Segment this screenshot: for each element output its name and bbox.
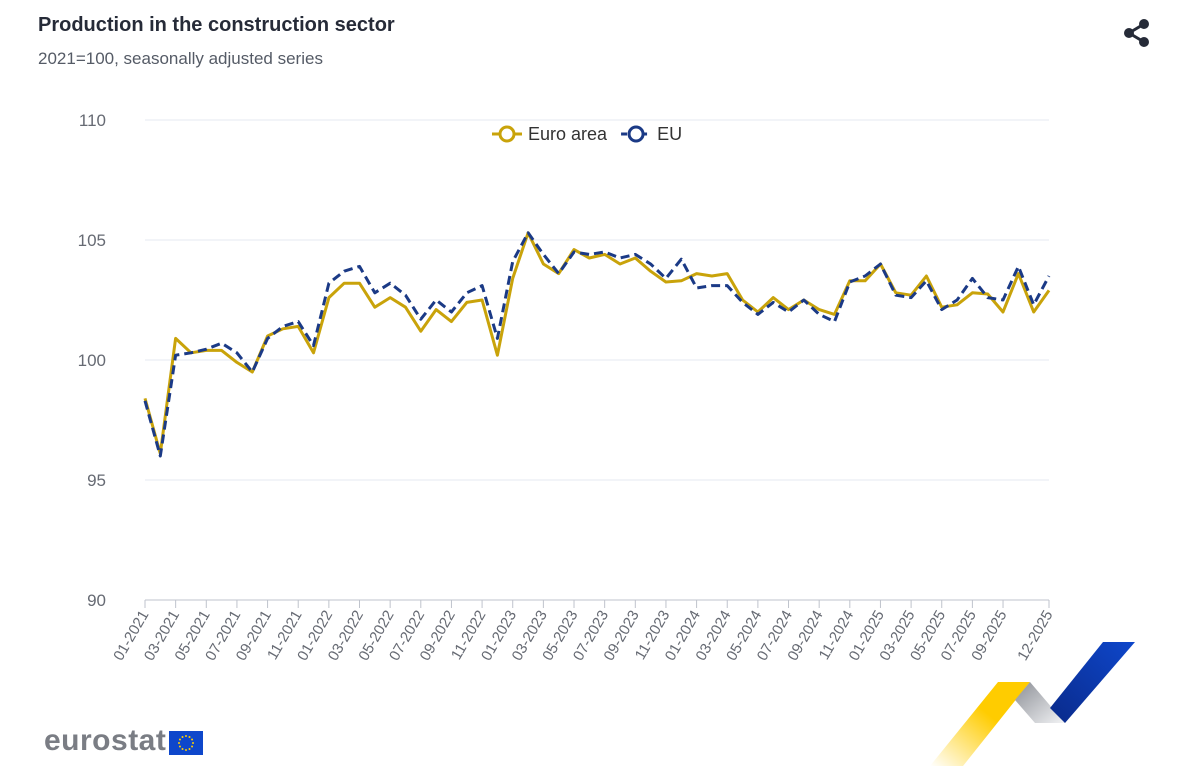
y-tick-label: 110 xyxy=(79,111,106,130)
y-tick-label: 90 xyxy=(87,591,106,610)
chart-subtitle: 2021=100, seasonally adjusted series xyxy=(38,49,323,68)
ribbon-blue xyxy=(1050,642,1135,723)
y-tick-label: 100 xyxy=(78,351,106,370)
chart-title: Production in the construction sector xyxy=(38,14,395,36)
legend-label: Euro area xyxy=(528,124,608,144)
legend-marker-icon xyxy=(498,125,516,143)
share-icon[interactable] xyxy=(1120,16,1154,50)
series-line-euro-area xyxy=(143,231,1051,456)
ribbon-yellow xyxy=(930,682,1030,766)
y-tick-label: 105 xyxy=(78,231,106,250)
legend-item[interactable]: Euro area xyxy=(492,124,608,144)
eu-flag-icon xyxy=(169,731,204,755)
series-line-eu xyxy=(143,231,1051,458)
y-tick-label: 95 xyxy=(87,471,106,490)
legend-marker-icon xyxy=(627,125,645,143)
legend-label: EU xyxy=(657,124,682,144)
logo-text: eurostat xyxy=(44,724,167,757)
legend-item[interactable]: EU xyxy=(621,124,682,144)
ribbon-gray xyxy=(1015,682,1065,723)
eurostat-logo: eurostat xyxy=(44,724,204,758)
